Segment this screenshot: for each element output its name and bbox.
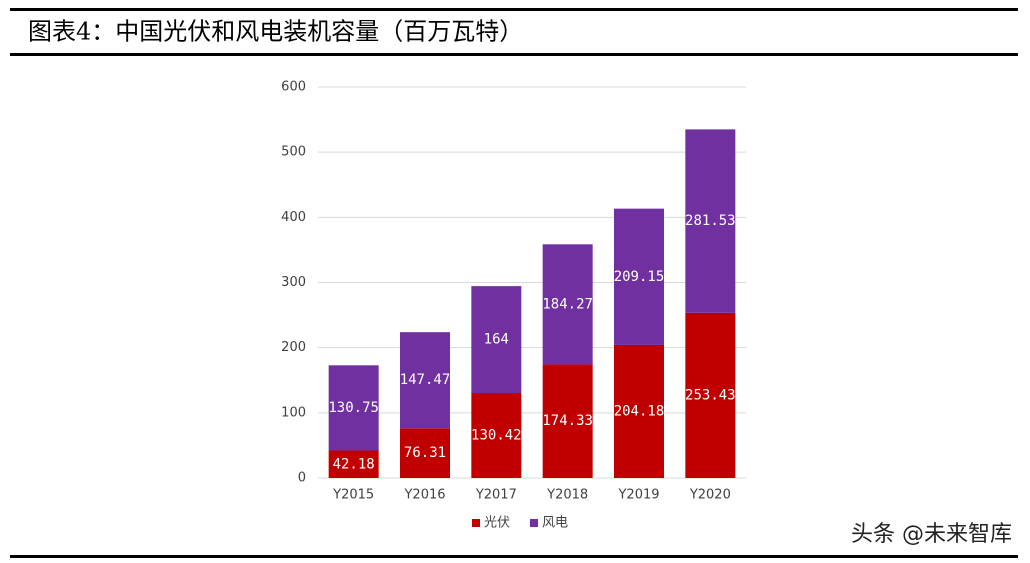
x-tick-label: Y2020 xyxy=(689,488,731,503)
y-tick-label: 0 xyxy=(298,471,306,486)
data-label: 164 xyxy=(484,332,509,348)
data-label: 281.53 xyxy=(685,213,736,229)
y-tick-label: 100 xyxy=(281,405,306,420)
bar-segment xyxy=(542,244,593,365)
title-rule xyxy=(10,53,1018,56)
data-label: 147.47 xyxy=(400,372,451,388)
data-label: 42.18 xyxy=(333,456,375,472)
y-tick-label: 300 xyxy=(281,275,306,290)
data-label: 174.33 xyxy=(542,413,593,429)
x-tick-label: Y2016 xyxy=(403,488,445,503)
bar-segment xyxy=(328,450,379,478)
x-tick-label: Y2018 xyxy=(546,488,588,503)
bar-segment xyxy=(685,312,736,478)
y-tick-label: 200 xyxy=(281,340,306,355)
bar-segment xyxy=(614,208,664,345)
y-tick-label: 400 xyxy=(281,210,306,225)
watermark: 头条 @未来智库 xyxy=(851,522,1012,547)
data-label: 209.15 xyxy=(614,269,665,285)
bar-segment xyxy=(400,332,450,429)
x-tick-label: Y2019 xyxy=(617,488,659,503)
bar-segment xyxy=(400,428,450,478)
data-label: 204.18 xyxy=(614,403,665,419)
x-tick-label: Y2017 xyxy=(475,488,517,503)
legend-label: 风电 xyxy=(542,516,568,531)
bar-segment xyxy=(685,129,736,313)
bar-segment xyxy=(328,365,379,451)
y-tick-label: 600 xyxy=(281,80,306,95)
bottom-rule xyxy=(10,555,1018,558)
bar-segment xyxy=(471,286,522,394)
data-label: 184.27 xyxy=(542,296,593,312)
data-label: 130.42 xyxy=(471,428,522,444)
x-tick-label: Y2015 xyxy=(332,488,374,503)
bar-segment xyxy=(471,393,522,478)
legend-swatch xyxy=(530,519,539,527)
legend-swatch xyxy=(472,519,480,527)
data-label: 130.75 xyxy=(328,400,379,416)
legend-label: 光伏 xyxy=(484,516,510,531)
bar-segment xyxy=(542,364,593,478)
top-rule xyxy=(10,8,1018,11)
data-label: 253.43 xyxy=(685,387,736,403)
y-tick-label: 500 xyxy=(281,145,306,160)
data-label: 76.31 xyxy=(404,445,446,461)
chart-title: 图表4：中国光伏和风电装机容量（百万瓦特） xyxy=(28,18,523,46)
bar-segment xyxy=(614,344,664,478)
